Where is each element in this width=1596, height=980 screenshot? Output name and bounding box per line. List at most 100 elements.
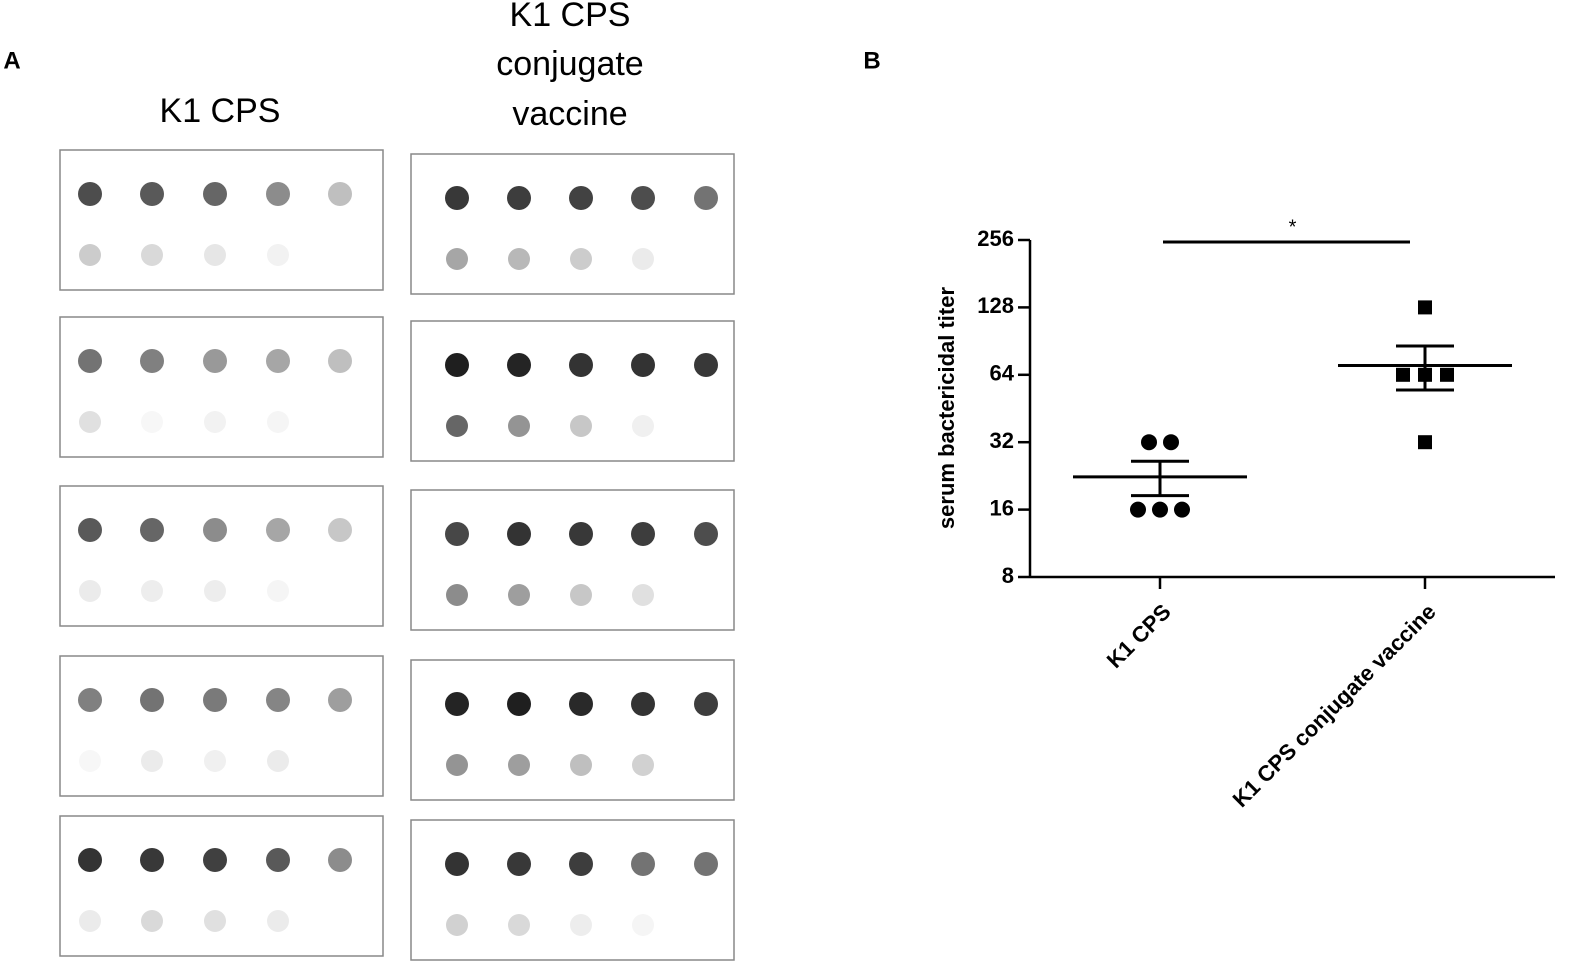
significance-label: * [1289,216,1297,238]
y-tick-label: 16 [990,495,1014,520]
blot-dot [445,692,469,716]
blot-dot [204,244,226,266]
blot-dot [446,914,468,936]
blot-dot [507,186,531,210]
blot-dot [631,852,655,876]
blot-dot [79,910,101,932]
blot-frame [410,659,735,801]
y-tick-label: 64 [990,361,1015,386]
x-tick-label: K1 CPS [1102,599,1176,673]
blot-dot [79,580,101,602]
blot-dot [446,248,468,270]
data-point [1440,367,1454,382]
y-tick-label: 32 [990,428,1014,453]
blot-dot [508,754,530,776]
data-point [1174,501,1190,518]
blot-dot [328,349,352,373]
blot-dot [632,415,654,437]
blot-dot [203,182,227,206]
data-point [1152,501,1168,518]
blot-dot [569,692,593,716]
blot-dot [446,754,468,776]
blot-dot [507,852,531,876]
blot-dot [141,910,163,932]
blot-dot [632,914,654,936]
data-point [1396,367,1410,382]
blot-frame [410,819,735,961]
blot-frame [410,153,735,295]
column-title: K1 CPS [510,0,631,34]
y-tick-label: 128 [977,293,1014,318]
blot-dot [140,518,164,542]
blot-dot [266,518,290,542]
blot-dot [141,750,163,772]
blot-dot [570,584,592,606]
x-tick-label: K1 CPS conjugate vaccine [1228,599,1441,812]
blot-dot [267,411,289,433]
blot-dot [570,914,592,936]
blot-dot [631,186,655,210]
blot-dot [140,182,164,206]
blot-dot [631,522,655,546]
blot-frame [59,815,384,957]
blot-dot [631,692,655,716]
blot-dot [694,353,718,377]
panel-label: A [3,47,20,74]
blot-dot [508,415,530,437]
column-title: conjugate [496,45,643,83]
blot-dot [267,750,289,772]
blot-dot [508,248,530,270]
blot-dot [141,244,163,266]
blot-dot [445,353,469,377]
blot-dot [79,244,101,266]
data-point [1130,501,1146,518]
blot-dot [203,848,227,872]
blot-dot [507,522,531,546]
blot-dot [266,688,290,712]
blot-dot [328,182,352,206]
blot-frame [59,149,384,291]
blot-dot [694,692,718,716]
blot-dot [79,750,101,772]
blot-dot [203,688,227,712]
blot-frame [410,489,735,631]
blot-frame [410,320,735,462]
blot-dot [694,852,718,876]
y-axis-label: serum bactericidal titer [934,287,959,530]
blot-dot [79,411,101,433]
blot-dot [140,688,164,712]
column-title: K1 CPS [160,92,281,130]
blot-dot [632,248,654,270]
blot-dot [266,182,290,206]
blot-dot [631,353,655,377]
y-tick-label: 8 [1002,563,1014,588]
blot-dot [694,186,718,210]
blot-dot [570,754,592,776]
blot-dot [328,518,352,542]
blot-dot [328,688,352,712]
blot-frame [59,655,384,797]
blot-dot [570,248,592,270]
blot-dot [267,580,289,602]
data-point [1163,434,1179,451]
blot-frame [59,316,384,458]
y-tick-label: 256 [977,226,1014,251]
blot-dot [204,910,226,932]
blot-dot [446,584,468,606]
blot-dot [569,353,593,377]
blot-dot [632,584,654,606]
data-point [1418,435,1432,450]
blot-dot [141,580,163,602]
blot-dot [78,349,102,373]
blot-dot [507,353,531,377]
blot-dot [508,584,530,606]
blot-dot [141,411,163,433]
blot-dot [78,848,102,872]
data-point [1141,434,1157,451]
blot-dot [78,182,102,206]
blot-dot [694,522,718,546]
column-title: vaccine [512,95,627,133]
blot-dot [445,852,469,876]
blot-dot [445,186,469,210]
